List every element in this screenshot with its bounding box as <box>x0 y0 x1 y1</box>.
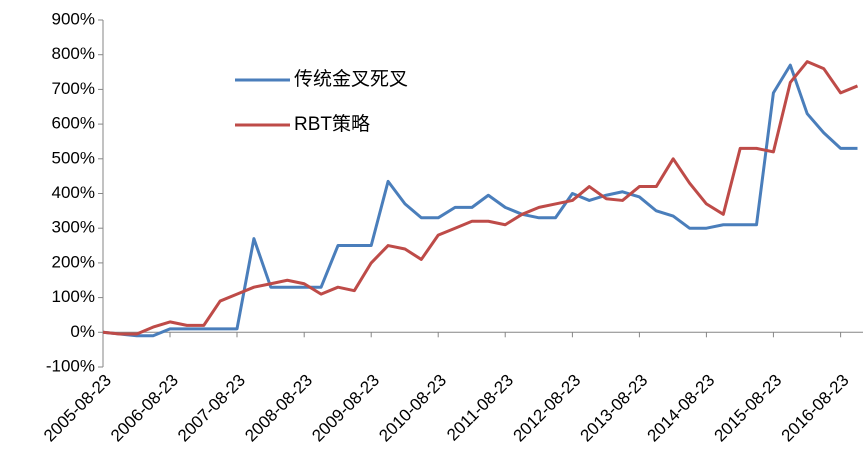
series-line <box>102 60 859 336</box>
x-tick-label: 2016-08-23 <box>778 371 853 446</box>
x-tick-label: 2010-08-23 <box>375 371 450 446</box>
y-tick-label: 400% <box>52 183 95 202</box>
legend-label: RBT策略 <box>294 113 370 135</box>
x-tick-label: 2009-08-23 <box>308 371 383 446</box>
x-tick-label: 2011-08-23 <box>443 371 517 445</box>
x-tick-label: 2015-08-23 <box>710 371 785 446</box>
y-tick-label: 100% <box>52 287 95 306</box>
legend-label: 传统金叉死叉 <box>294 68 408 90</box>
x-tick-label: 2013-08-23 <box>576 371 651 446</box>
y-tick-label: 300% <box>52 218 95 237</box>
y-tick-label: 900% <box>52 9 95 28</box>
y-tick-label: 600% <box>52 114 95 133</box>
y-tick-label: -100% <box>46 356 95 375</box>
series-line <box>102 63 858 338</box>
x-tick-label: 2012-08-23 <box>509 371 584 446</box>
x-tick-label: 2005-08-23 <box>40 371 115 446</box>
x-tick-label: 2008-08-23 <box>241 371 316 446</box>
y-tick-label: 500% <box>52 148 95 167</box>
y-tick-label: 800% <box>52 44 95 63</box>
y-tick-label: 200% <box>52 252 95 271</box>
x-tick-label: 2007-08-23 <box>174 371 249 446</box>
y-tick-label: 700% <box>52 79 95 98</box>
x-tick-label: 2014-08-23 <box>643 371 718 446</box>
y-tick-label: 0% <box>70 322 95 341</box>
x-tick-label: 2006-08-23 <box>107 371 182 446</box>
